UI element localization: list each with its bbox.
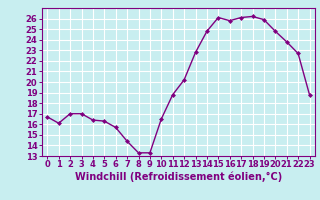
X-axis label: Windchill (Refroidissement éolien,°C): Windchill (Refroidissement éolien,°C)	[75, 172, 282, 182]
